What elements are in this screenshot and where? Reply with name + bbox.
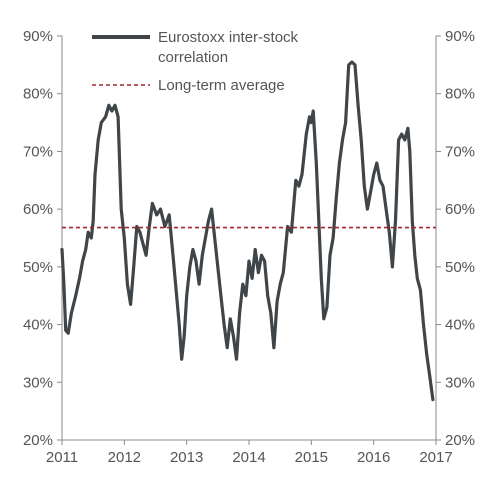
legend-label-correlation: Eurostoxx inter-stock correlation [158, 29, 299, 66]
y-tick-label-left: 20% [23, 432, 53, 449]
axes: 20% 20% 30% 30% 40% 40% 50% 50% 60% 60% 70% 70% 80% 8… [23, 28, 475, 466]
y-tick-label-left: 50% [23, 259, 53, 276]
y-tick-label-right: 50% [445, 259, 475, 276]
y-tick-label-right: 80% [445, 86, 475, 103]
legend-label-average: Long-term average [158, 77, 285, 94]
y-tick-label-left: 60% [23, 201, 53, 218]
y-tick-label-left: 80% [23, 86, 53, 103]
y-tick-label-right: 30% [445, 374, 475, 391]
x-tick-label: 2012 [108, 449, 141, 466]
y-tick-label-right: 90% [445, 28, 475, 45]
y-tick-label-right: 60% [445, 201, 475, 218]
y-tick-label-left: 90% [23, 28, 53, 45]
correlation-line [60, 60, 435, 402]
x-tick-label: 2017 [419, 449, 452, 466]
x-tick-label: 2011 [46, 449, 78, 466]
x-tick-label: 2016 [357, 449, 390, 466]
y-tick-label-right: 20% [445, 432, 475, 449]
series-layer [60, 60, 436, 402]
y-tick-label-left: 30% [23, 374, 53, 391]
x-tick-label: 2014 [232, 449, 265, 466]
y-tick-label-right: 40% [445, 317, 475, 334]
x-tick-label: 2013 [170, 449, 203, 466]
y-tick-label-right: 70% [445, 143, 475, 160]
y-tick-label-left: 40% [23, 317, 53, 334]
y-tick-label-left: 70% [23, 143, 53, 160]
legend: Eurostoxx inter-stock correlation Long-ter… [92, 29, 299, 94]
x-tick-label: 2015 [295, 449, 328, 466]
